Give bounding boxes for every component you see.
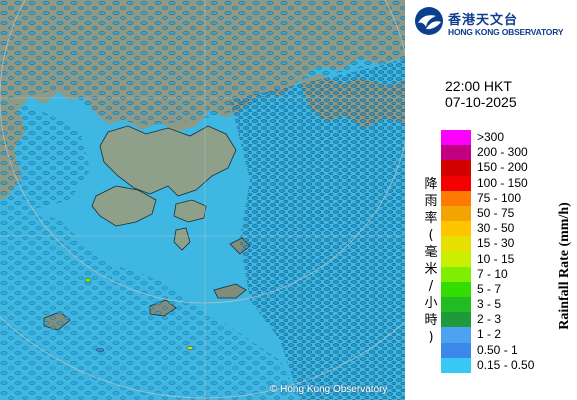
- legend-swatch: [441, 312, 471, 328]
- legend-label: 150 - 200: [477, 160, 528, 175]
- legend-label: 0.50 - 1: [477, 342, 518, 357]
- legend-swatch: [441, 175, 471, 191]
- observation-date: 07-10-2025: [445, 94, 517, 110]
- legend-label: 3 - 5: [477, 297, 502, 312]
- hko-emblem-icon: [415, 7, 443, 35]
- legend-swatch: [441, 357, 471, 373]
- organization-name-zh: 香港天文台: [448, 13, 519, 28]
- legend-title-zh-char: 毫: [424, 245, 438, 260]
- legend-title-zh-char: 時: [424, 313, 438, 328]
- legend-row: 0.15 - 0.50: [441, 357, 535, 373]
- legend-title-zh: 降雨率 ( 毫米 / 小時): [423, 176, 439, 346]
- legend-label: 1 - 2: [477, 327, 502, 342]
- legend-title-zh-char: 降: [424, 177, 438, 192]
- legend-row: 200 - 300: [441, 145, 531, 161]
- legend-title-zh-char: 米: [424, 262, 438, 277]
- legend-title-zh-char: /: [428, 279, 434, 294]
- rain-cell: [186, 346, 194, 350]
- legend-title-zh-char: 率: [424, 211, 438, 226]
- organization-name-en: HONG KONG OBSERVATORY: [448, 27, 564, 37]
- legend-swatch: [441, 281, 471, 298]
- lamma-island: [173, 227, 191, 251]
- legend-row: 10 - 15: [441, 251, 531, 267]
- legend-row: 100 - 150: [441, 175, 531, 191]
- legend-swatch: [441, 327, 471, 343]
- rain-cell: [95, 348, 105, 352]
- legend-row: 150 - 200: [441, 160, 531, 176]
- legend-swatch: [441, 251, 471, 267]
- rain-echo-southwest: [0, 200, 300, 400]
- legend-label: 15 - 30: [477, 236, 515, 251]
- legend-title-zh-char: (: [428, 228, 434, 243]
- rain-cell: [84, 277, 92, 283]
- legend-panel: 香港天文台 HONG KONG OBSERVATORY 22:00 HKT 07…: [405, 0, 577, 400]
- legend-swatch: [441, 236, 471, 252]
- rainfall-legend: >300 200 - 300 150 - 200 100 - 150 75 - 100 5…: [441, 130, 535, 373]
- legend-row: 15 - 30: [441, 236, 531, 252]
- legend-swatch: [441, 160, 471, 176]
- legend-row: 0.50 - 1: [441, 342, 531, 358]
- legend-row: 1 - 2: [441, 327, 531, 343]
- legend-row: 7 - 10: [441, 266, 531, 282]
- hong-kong-island: [173, 199, 207, 223]
- legend-label: 7 - 10: [477, 266, 508, 281]
- legend-label: 200 - 300: [477, 145, 528, 160]
- legend-swatch: [441, 342, 471, 358]
- legend-title-en-wrap: Rainfall Rate (mm/h): [555, 166, 575, 366]
- copyright-notice: © Hong Kong Observatory: [270, 384, 388, 395]
- rain-echo-east: [230, 60, 405, 400]
- legend-row: 2 - 3: [441, 312, 531, 328]
- legend-label: 30 - 50: [477, 221, 515, 236]
- legend-label: 75 - 100: [477, 190, 522, 205]
- legend-row: 75 - 100: [441, 190, 531, 206]
- legend-label: >300: [477, 130, 505, 144]
- legend-row: 50 - 75: [441, 205, 531, 222]
- grid-lines: [0, 0, 405, 400]
- legend-title-en: Rainfall Rate (mm/h): [557, 202, 572, 330]
- lantau-island: [91, 185, 157, 227]
- observation-timestamp: 22:00 HKT 07-10-2025: [445, 78, 517, 110]
- legend-row: >300: [441, 130, 531, 146]
- legend-swatch: [441, 297, 471, 313]
- legend-swatch: [441, 130, 471, 146]
- hong-kong-land: [99, 125, 237, 197]
- radar-map-canvas: [0, 0, 405, 400]
- legend-title-zh-char: 雨: [424, 194, 438, 209]
- radar-map: © Hong Kong Observatory: [0, 0, 405, 400]
- legend-label: 0.15 - 0.50: [477, 357, 535, 372]
- legend-row: 5 - 7: [441, 281, 531, 298]
- organization-logo: 香港天文台 HONG KONG OBSERVATORY: [414, 6, 574, 38]
- legend-title-zh-char: ): [428, 330, 434, 345]
- legend-swatch: [441, 266, 471, 282]
- legend-swatch: [441, 190, 471, 206]
- legend-label: 5 - 7: [477, 281, 502, 296]
- legend-label: 50 - 75: [477, 205, 515, 220]
- legend-label: 10 - 15: [477, 251, 515, 266]
- legend-swatch: [441, 145, 471, 161]
- legend-label: 2 - 3: [477, 312, 502, 327]
- observation-time: 22:00 HKT: [445, 78, 512, 94]
- legend-title-zh-char: 小: [424, 296, 438, 311]
- legend-row: 3 - 5: [441, 297, 531, 313]
- legend-row: 30 - 50: [441, 221, 531, 237]
- rain-echo-north: [0, 0, 405, 125]
- legend-swatch: [441, 205, 471, 222]
- legend-swatch: [441, 221, 471, 237]
- legend-label: 100 - 150: [477, 175, 528, 190]
- rain-echo-west: [0, 100, 90, 210]
